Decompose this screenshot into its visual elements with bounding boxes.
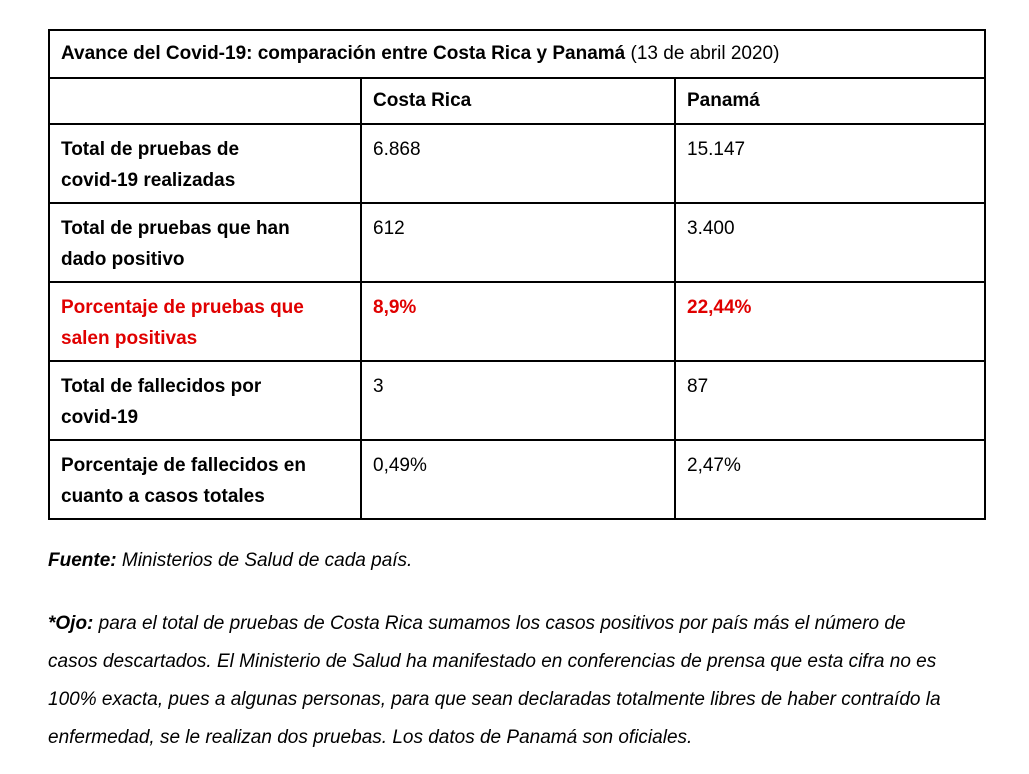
table-row-porcentaje-positivas: Porcentaje de pruebas que salen positiva… <box>48 281 987 362</box>
value-panama: 15.147 <box>673 123 987 204</box>
fuente-text: Ministerios de Salud de cada país. <box>116 550 413 571</box>
table-title-cell: Avance del Covid-19: comparación entre C… <box>47 29 987 79</box>
value-costa-rica: 3 <box>360 360 676 441</box>
table-header-row: Costa Rica Panamá <box>48 77 987 125</box>
table-title-row: Avance del Covid-19: comparación entre C… <box>47 29 987 79</box>
table-row-pruebas-positivas: Total de pruebas que han dado positivo 6… <box>48 202 987 283</box>
fuente-label: Fuente: <box>48 550 117 571</box>
ojo-note: *Ojo: para el total de pruebas de Costa … <box>48 605 948 757</box>
row-label: Porcentaje de pruebas que salen positiva… <box>48 281 362 362</box>
value-panama: 3.400 <box>673 202 987 283</box>
value-panama: 22,44% <box>673 281 987 362</box>
value-panama: 2,47% <box>673 439 987 520</box>
table-row-fallecidos: Total de fallecidos por covid-19 3 87 <box>48 360 987 441</box>
header-panama: Panamá <box>673 77 987 125</box>
row-label: Total de fallecidos por covid-19 <box>48 360 362 441</box>
table-row-pruebas-realizadas: Total de pruebas de covid-19 realizadas … <box>48 123 987 204</box>
header-costa-rica: Costa Rica <box>360 77 676 125</box>
table-title-date: (13 de abril 2020) <box>625 43 780 64</box>
table-row-porcentaje-fallecidos: Porcentaje de fallecidos en cuanto a cas… <box>48 439 987 520</box>
covid-comparison-table: Avance del Covid-19: comparación entre C… <box>47 29 987 520</box>
ojo-text: para el total de pruebas de Costa Rica s… <box>48 613 941 748</box>
footnotes: Fuente: Ministerios de Salud de cada paí… <box>48 542 948 757</box>
ojo-label: *Ojo: <box>48 613 94 634</box>
value-costa-rica: 8,9% <box>360 281 676 362</box>
row-label: Porcentaje de fallecidos en cuanto a cas… <box>48 439 362 520</box>
value-costa-rica: 6.868 <box>360 123 676 204</box>
value-costa-rica: 0,49% <box>360 439 676 520</box>
table-title: Avance del Covid-19: comparación entre C… <box>61 43 626 64</box>
row-label: Total de pruebas de covid-19 realizadas <box>48 123 362 204</box>
row-label: Total de pruebas que han dado positivo <box>48 202 362 283</box>
fuente-note: Fuente: Ministerios de Salud de cada paí… <box>48 542 948 580</box>
value-costa-rica: 612 <box>360 202 676 283</box>
value-panama: 87 <box>673 360 987 441</box>
header-empty-cell <box>48 77 362 125</box>
